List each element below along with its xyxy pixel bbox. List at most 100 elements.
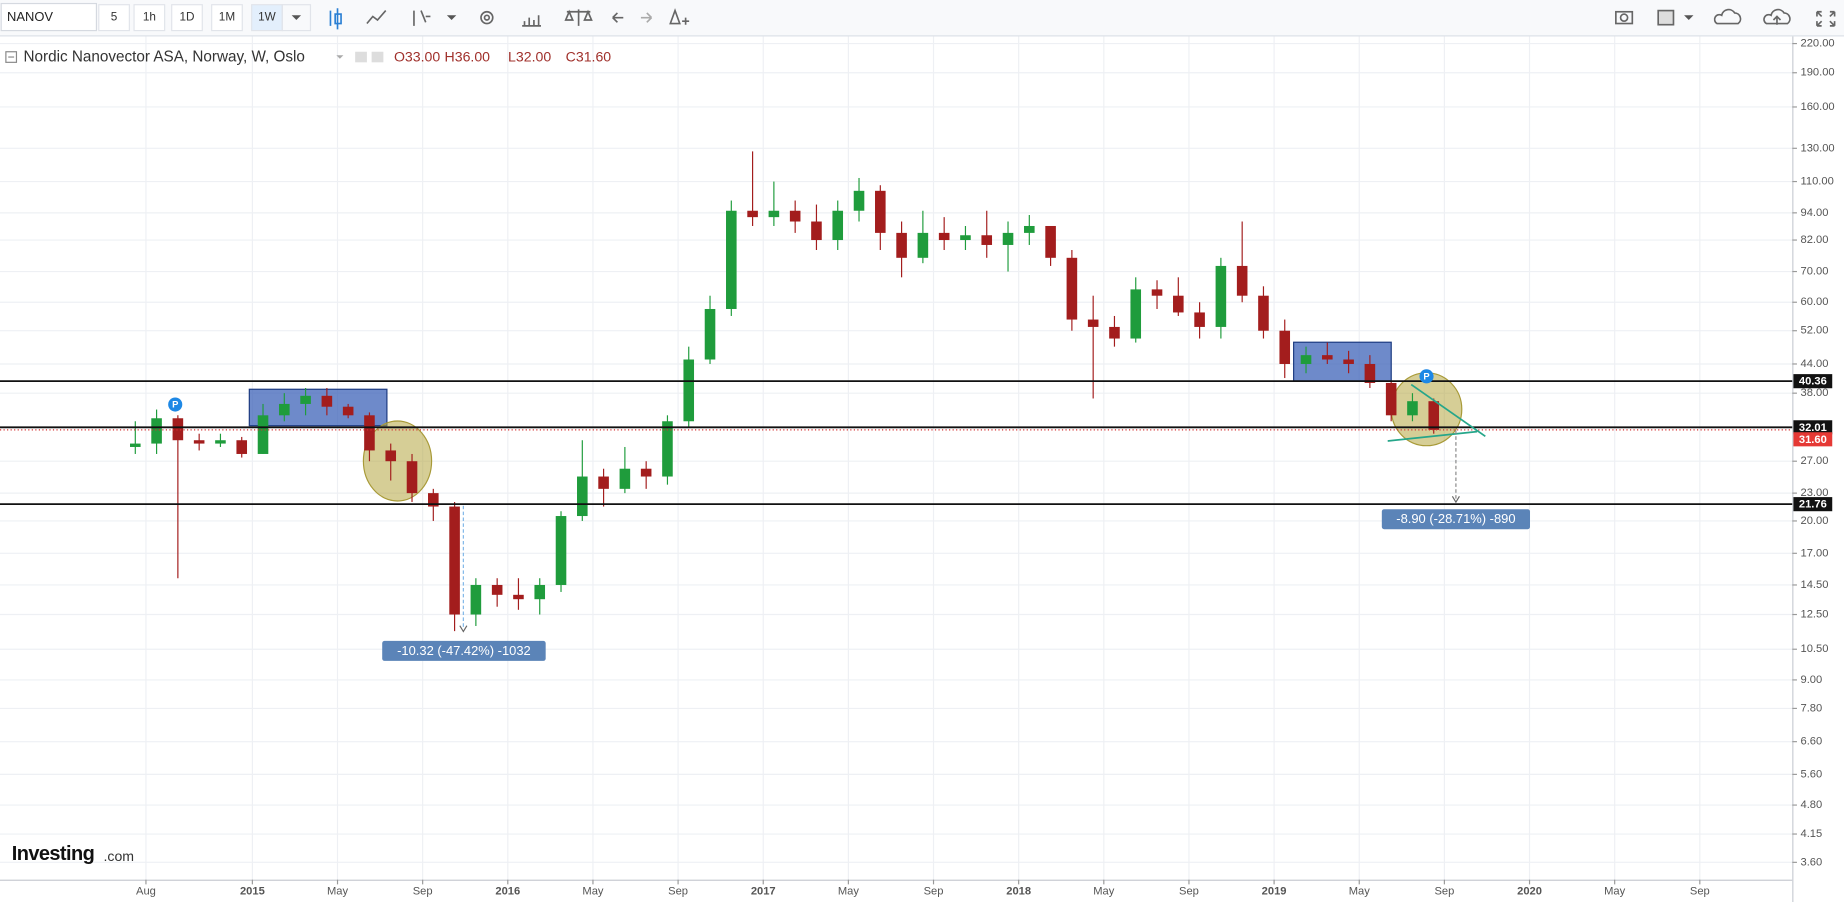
candle-body [1045,225,1056,258]
dropdown[interactable] [281,4,312,32]
candle-body [832,210,844,241]
y-tick-label: 220.00 [1800,38,1834,50]
candle-body [1087,319,1099,327]
candle-body [1173,295,1184,313]
interval-label[interactable]: 1M [219,11,235,24]
candle-body [555,516,567,585]
candle-body [151,418,162,444]
measure-label: -8.90 (-28.71%) -890 [1396,511,1515,526]
logo-brand: Investing [12,843,94,865]
candle-body [1130,289,1142,339]
legend-icon[interactable] [355,51,367,63]
candle-body [662,421,673,477]
y-tick-label: 9.00 [1800,674,1822,686]
candle-body [364,415,375,451]
candle-body [747,210,758,218]
candle-body [683,359,695,422]
measure-label-box [382,640,546,661]
candle-body [704,308,716,360]
ohlc-value: L32.00 [508,48,551,64]
interval-button[interactable] [251,4,283,32]
candle-body [215,440,226,444]
candle-body [1322,355,1333,360]
candle-body [321,395,333,407]
x-tick-label: Sep [1179,885,1199,897]
x-tick-label: Sep [413,885,433,897]
ohlc-value: O33.00 [394,48,440,64]
x-tick-label: May [1093,885,1114,897]
title-dropdown[interactable] [336,55,344,59]
x-tick-label: 2016 [495,885,520,897]
price-level-box [1793,420,1833,435]
logo-suffix: .com [103,848,134,864]
interval-label[interactable]: 1D [179,11,194,24]
x-tick-label: Sep [1434,885,1454,897]
candle-body [1236,265,1248,296]
y-tick-label: 160.00 [1800,101,1834,113]
chart-title: Nordic Nanovector ASA, Norway, W, Oslo [24,49,305,66]
candle-body [598,476,609,489]
candle-body [1258,295,1269,331]
y-tick-label: 27.00 [1800,455,1828,467]
y-tick-label: 6.60 [1800,736,1822,748]
y-tick-label: 4.80 [1800,799,1822,811]
candle-body [130,443,141,447]
interval-button[interactable] [133,4,166,32]
x-tick-label: Sep [924,885,944,897]
interval-label[interactable]: 1h [143,11,156,24]
last-price-label: 31.60 [1799,434,1827,446]
y-tick-label: 10.50 [1800,643,1828,655]
candle-body [1151,289,1163,296]
candle-body [513,594,524,600]
candle-body [1215,265,1227,327]
interval-button[interactable] [171,4,203,32]
event-marker[interactable] [168,397,183,412]
interval-label[interactable]: 1W [258,11,277,24]
y-tick-label: 5.60 [1800,768,1822,780]
candle-body [385,450,397,462]
candle-body [449,506,460,615]
y-tick-label: 94.00 [1800,207,1828,219]
candle-body [875,190,886,233]
x-tick-label: 2020 [1517,885,1542,897]
event-marker[interactable] [1419,369,1434,384]
candle-body [342,406,354,416]
y-tick-label: 12.50 [1800,608,1828,620]
y-tick-label: 190.00 [1800,67,1834,79]
candle-body [917,232,929,258]
interval-button[interactable] [211,4,243,32]
candle-body [981,235,993,245]
price-level-box [1793,374,1833,389]
interval-label[interactable]: 5 [111,11,118,24]
measure-label-box [1381,509,1531,530]
x-tick-label: May [582,885,603,897]
candle-body [1385,382,1397,416]
y-tick-label: 7.80 [1800,702,1822,714]
y-tick-label: 52.00 [1800,325,1828,337]
symbol-box[interactable] [0,2,98,32]
x-tick-label: 2018 [1006,885,1031,897]
x-tick-label: 2015 [240,885,265,897]
candle-body [619,468,631,489]
candle-body [960,235,971,241]
y-tick-label: 110.00 [1800,176,1833,188]
y-tick-label: 70.00 [1800,265,1828,277]
event-marker-label: P [1423,370,1429,381]
candle-body [193,440,205,444]
candle-body [1428,401,1440,430]
x-tick-label: Aug [136,885,156,897]
y-tick-label: 14.50 [1800,579,1828,591]
dropdown-icon [291,15,302,20]
x-tick-label: May [327,885,348,897]
price-level-label: 21.76 [1799,499,1827,511]
interval-button[interactable] [98,4,130,32]
x-tick-label: 2019 [1262,885,1287,897]
candle-body [1002,232,1014,245]
candle-body [1066,257,1078,320]
x-tick-label: May [1604,885,1625,897]
symbol[interactable]: NANOV [7,9,53,24]
legend-icon[interactable] [371,51,384,63]
candle-body [279,403,290,416]
